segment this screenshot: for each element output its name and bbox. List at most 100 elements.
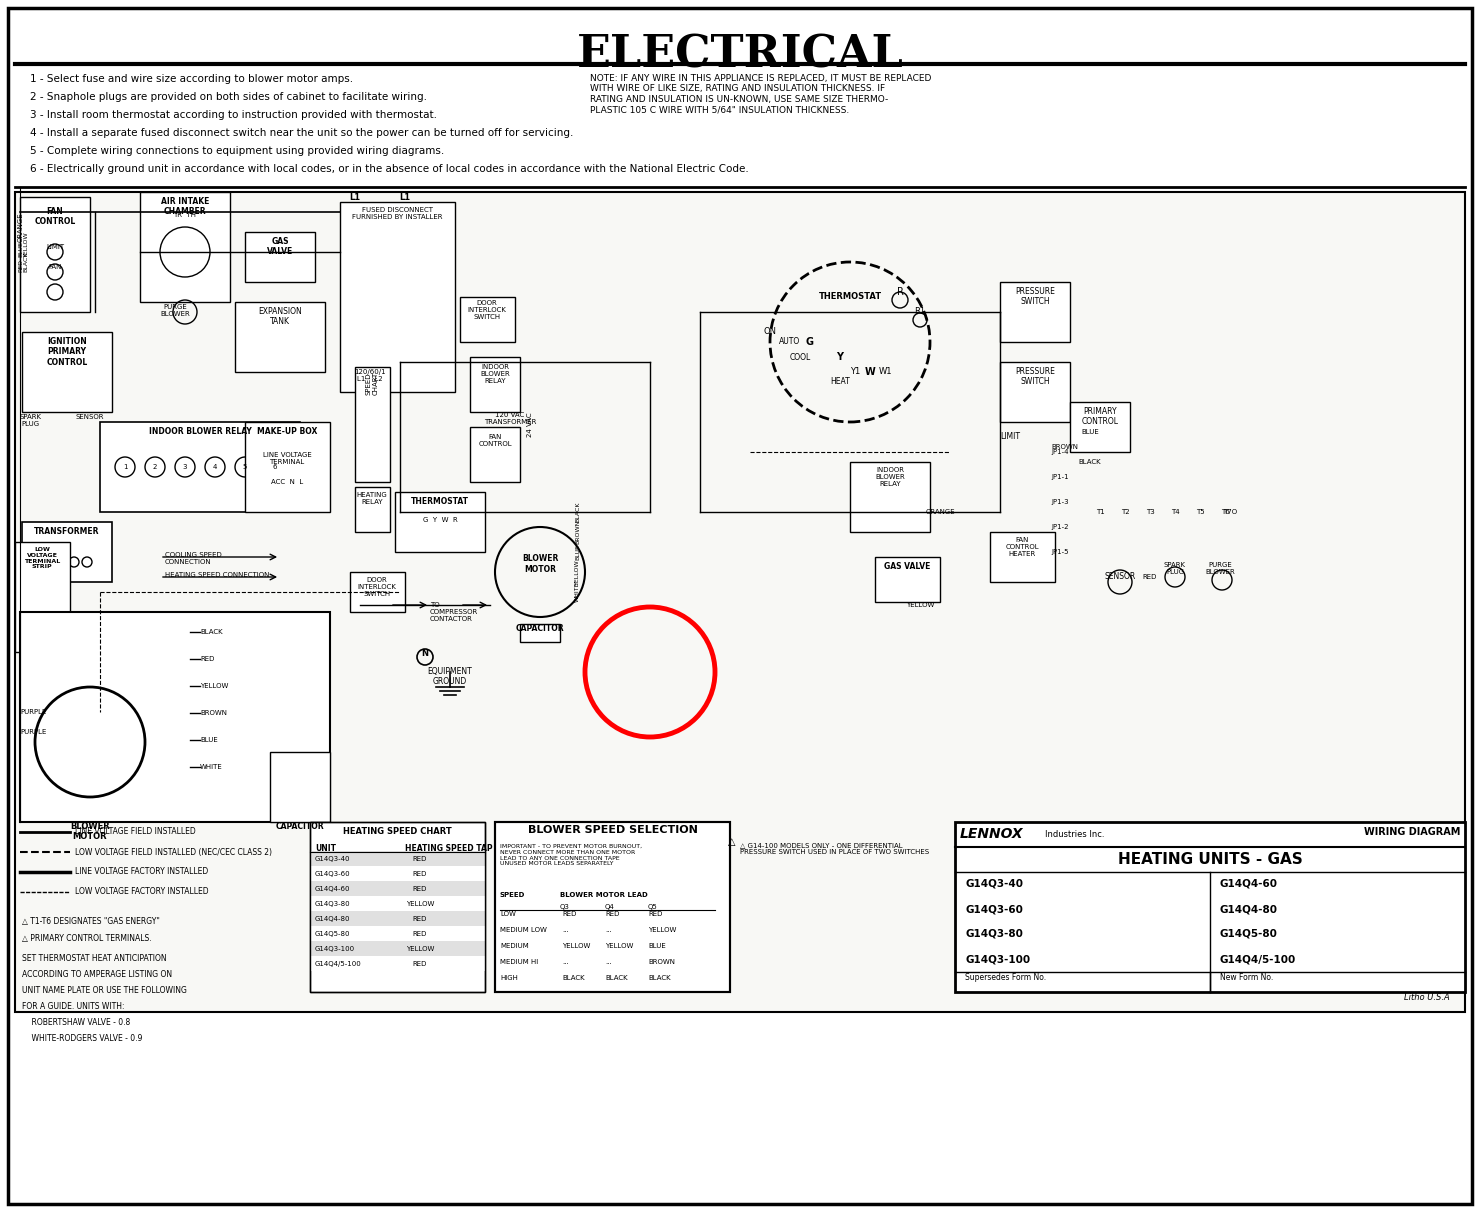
Text: ON: ON bbox=[764, 327, 777, 337]
Text: SET THERMOSTAT HEAT ANTICIPATION: SET THERMOSTAT HEAT ANTICIPATION bbox=[22, 954, 167, 964]
Text: G14Q4/5-100: G14Q4/5-100 bbox=[315, 961, 361, 967]
FancyBboxPatch shape bbox=[15, 191, 1465, 1012]
FancyBboxPatch shape bbox=[101, 422, 300, 511]
Text: PURGE
BLOWER: PURGE BLOWER bbox=[160, 304, 189, 318]
Text: 1 - Select fuse and wire size according to blower motor amps.: 1 - Select fuse and wire size according … bbox=[30, 74, 354, 84]
Text: G: G bbox=[807, 337, 814, 347]
Text: 4 - Install a separate fused disconnect switch near the unit so the power can be: 4 - Install a separate fused disconnect … bbox=[30, 128, 573, 138]
FancyBboxPatch shape bbox=[494, 822, 730, 991]
Text: Y1: Y1 bbox=[850, 367, 860, 377]
FancyBboxPatch shape bbox=[460, 297, 515, 342]
Text: ...: ... bbox=[605, 959, 611, 965]
Text: THERMOSTAT: THERMOSTAT bbox=[411, 497, 469, 505]
Text: LOW VOLTAGE FIELD INSTALLED (NEC/CEC CLASS 2): LOW VOLTAGE FIELD INSTALLED (NEC/CEC CLA… bbox=[75, 847, 272, 857]
Text: GAS
VALVE: GAS VALVE bbox=[266, 238, 293, 257]
Text: HEATING SPEED TAP: HEATING SPEED TAP bbox=[406, 844, 493, 853]
Text: GAS VALVE: GAS VALVE bbox=[884, 562, 931, 571]
Text: T3: T3 bbox=[1146, 509, 1154, 515]
Text: FAN
CONTROL: FAN CONTROL bbox=[34, 207, 75, 227]
Text: AIR INTAKE
CHAMBER: AIR INTAKE CHAMBER bbox=[161, 198, 209, 217]
Text: ORANGE: ORANGE bbox=[18, 212, 24, 242]
Text: W1: W1 bbox=[878, 367, 892, 377]
FancyBboxPatch shape bbox=[349, 572, 406, 612]
Text: PURPLE: PURPLE bbox=[21, 709, 46, 715]
Text: RED: RED bbox=[413, 931, 428, 937]
Text: 120/60/1
L1    L2: 120/60/1 L1 L2 bbox=[354, 368, 386, 382]
FancyBboxPatch shape bbox=[850, 462, 929, 532]
Text: FAN
CONTROL
HEATER: FAN CONTROL HEATER bbox=[1005, 537, 1039, 558]
Text: HEATING
RELAY: HEATING RELAY bbox=[357, 492, 388, 505]
Text: Y: Y bbox=[836, 351, 844, 362]
FancyBboxPatch shape bbox=[141, 191, 229, 302]
Text: JP1-1: JP1-1 bbox=[1051, 474, 1069, 480]
FancyBboxPatch shape bbox=[309, 851, 485, 867]
Text: FAN
CONTROL: FAN CONTROL bbox=[478, 434, 512, 447]
Text: BROWN: BROWN bbox=[648, 959, 675, 965]
Text: CAPACITOR: CAPACITOR bbox=[275, 822, 324, 831]
Text: PURPLE: PURPLE bbox=[21, 728, 46, 734]
Text: SENSOR: SENSOR bbox=[1104, 572, 1135, 581]
FancyBboxPatch shape bbox=[309, 911, 485, 926]
Text: BLOWER
MOTOR: BLOWER MOTOR bbox=[522, 554, 558, 573]
Text: TR  TH: TR TH bbox=[173, 212, 197, 218]
Text: HEATING UNITS - GAS: HEATING UNITS - GAS bbox=[1117, 852, 1302, 867]
Text: BLACK: BLACK bbox=[605, 974, 628, 981]
Text: T4: T4 bbox=[1171, 509, 1180, 515]
Text: Litho U.S.A: Litho U.S.A bbox=[1405, 993, 1450, 1002]
Text: BLACK: BLACK bbox=[576, 502, 580, 522]
Text: YELLOW: YELLOW bbox=[648, 927, 676, 933]
Text: SPEED
CHART: SPEED CHART bbox=[366, 372, 379, 395]
Text: ACCORDING TO AMPERAGE LISTING ON: ACCORDING TO AMPERAGE LISTING ON bbox=[22, 970, 172, 979]
Text: T7O: T7O bbox=[1222, 509, 1237, 515]
Text: G14Q4-80: G14Q4-80 bbox=[1220, 904, 1279, 914]
Text: G14Q4/5-100: G14Q4/5-100 bbox=[1220, 954, 1296, 964]
Text: TO
COMPRESSOR
CONTACTOR: TO COMPRESSOR CONTACTOR bbox=[431, 602, 478, 622]
Text: RED: RED bbox=[413, 916, 428, 922]
Text: RED
BLACK: RED BLACK bbox=[18, 252, 28, 273]
Text: SENSOR: SENSOR bbox=[75, 415, 104, 421]
Text: LOW VOLTAGE FACTORY INSTALLED: LOW VOLTAGE FACTORY INSTALLED bbox=[75, 887, 209, 897]
Text: LIMIT: LIMIT bbox=[1000, 431, 1020, 441]
FancyBboxPatch shape bbox=[309, 956, 485, 971]
FancyBboxPatch shape bbox=[22, 522, 112, 582]
Text: JP1-4: JP1-4 bbox=[1051, 448, 1069, 454]
Text: 1: 1 bbox=[123, 464, 127, 470]
Text: BLACK: BLACK bbox=[562, 974, 585, 981]
Text: TRANSFORMER: TRANSFORMER bbox=[34, 527, 99, 536]
Text: 6: 6 bbox=[272, 464, 277, 470]
Text: RED: RED bbox=[1143, 574, 1157, 581]
Text: BLACK: BLACK bbox=[1079, 459, 1101, 465]
FancyBboxPatch shape bbox=[309, 822, 485, 991]
FancyBboxPatch shape bbox=[990, 532, 1055, 582]
Text: Industries Inc.: Industries Inc. bbox=[1045, 830, 1104, 839]
Text: UNIT: UNIT bbox=[315, 844, 336, 853]
Text: EXPANSION
TANK: EXPANSION TANK bbox=[258, 307, 302, 326]
FancyBboxPatch shape bbox=[340, 202, 454, 391]
Text: LINE VOLTAGE FIELD INSTALLED: LINE VOLTAGE FIELD INSTALLED bbox=[75, 828, 195, 836]
Text: T1: T1 bbox=[1095, 509, 1104, 515]
Text: T2: T2 bbox=[1120, 509, 1129, 515]
FancyBboxPatch shape bbox=[309, 896, 485, 911]
Text: 5 - Complete wiring connections to equipment using provided wiring diagrams.: 5 - Complete wiring connections to equip… bbox=[30, 145, 444, 156]
Text: JP1-3: JP1-3 bbox=[1051, 499, 1069, 505]
Text: PRESSURE
SWITCH: PRESSURE SWITCH bbox=[1015, 287, 1055, 307]
Text: HEAT: HEAT bbox=[830, 377, 850, 387]
Text: RED: RED bbox=[413, 856, 428, 862]
FancyBboxPatch shape bbox=[395, 492, 485, 551]
FancyBboxPatch shape bbox=[1070, 402, 1131, 452]
Text: MEDIUM LOW: MEDIUM LOW bbox=[500, 927, 548, 933]
Text: COOL: COOL bbox=[789, 353, 811, 361]
Text: LINE VOLTAGE
TERMINAL: LINE VOLTAGE TERMINAL bbox=[262, 452, 311, 465]
Text: WHITE-RODGERS VALVE - 0.9: WHITE-RODGERS VALVE - 0.9 bbox=[22, 1034, 142, 1044]
Text: IMPORTANT - TO PREVENT MOTOR BURNOUT,
NEVER CONNECT MORE THAN ONE MOTOR
LEAD TO : IMPORTANT - TO PREVENT MOTOR BURNOUT, NE… bbox=[500, 844, 642, 867]
Text: YELLOW: YELLOW bbox=[562, 943, 591, 949]
Text: G14Q3-100: G14Q3-100 bbox=[315, 947, 355, 951]
Text: △ PRIMARY CONTROL TERMINALS.: △ PRIMARY CONTROL TERMINALS. bbox=[22, 934, 151, 943]
Text: 24 VAC: 24 VAC bbox=[527, 412, 533, 436]
Text: BLACK: BLACK bbox=[200, 629, 222, 635]
FancyBboxPatch shape bbox=[246, 422, 330, 511]
Text: New Form No.: New Form No. bbox=[1220, 972, 1273, 982]
Text: LENNOX: LENNOX bbox=[961, 827, 1024, 841]
Text: SPARK
PLUG: SPARK PLUG bbox=[1163, 562, 1185, 574]
Text: RED: RED bbox=[413, 871, 428, 877]
